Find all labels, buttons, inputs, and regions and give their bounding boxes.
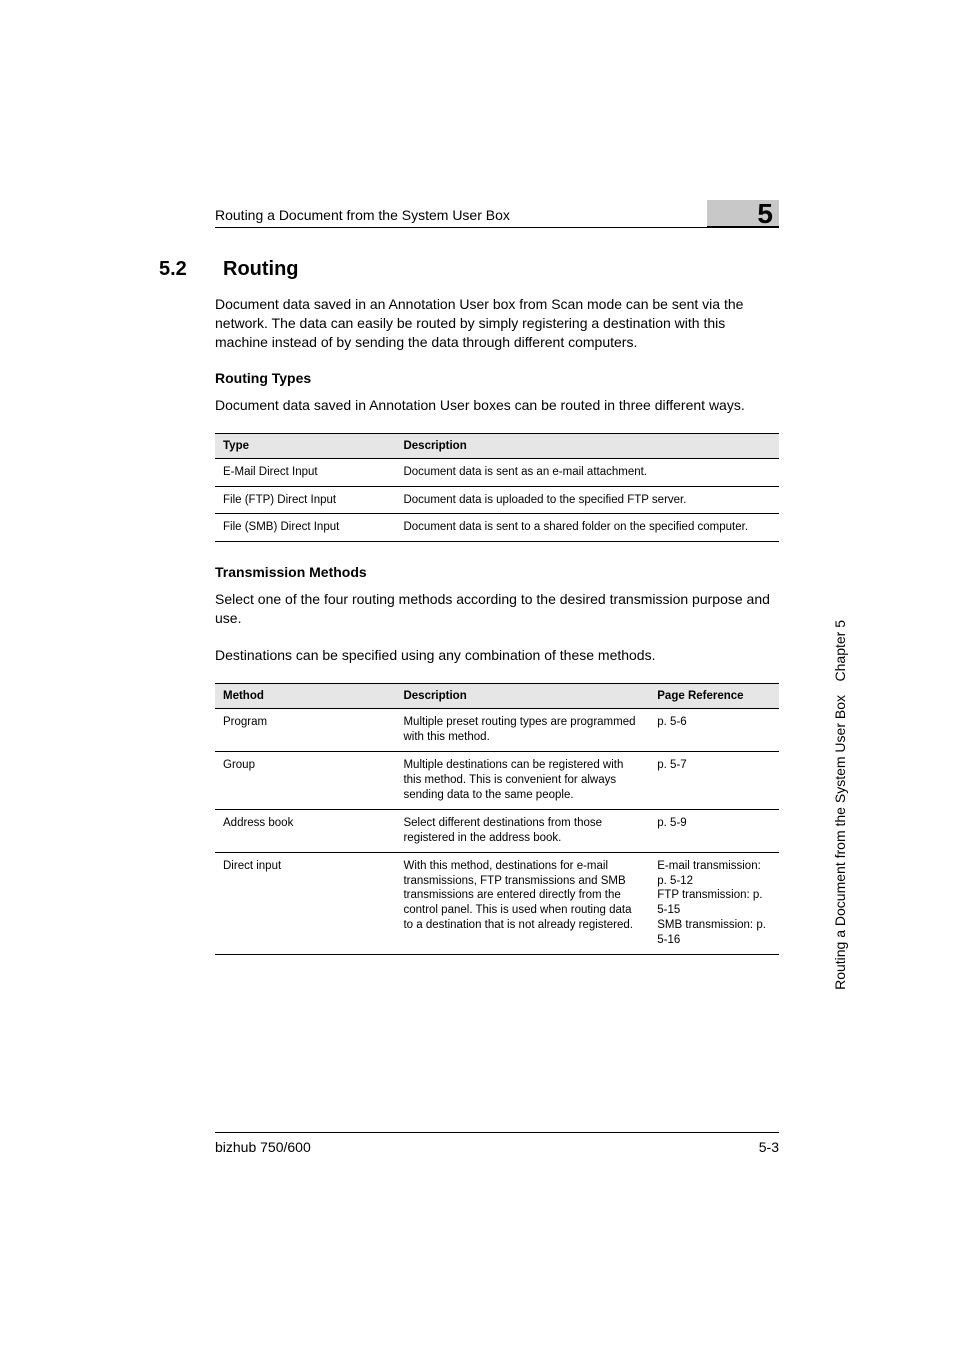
transmission-methods-table: Method Description Page Reference Progra… <box>215 683 779 955</box>
table-row: Direct input With this method, destinati… <box>215 852 779 955</box>
cell-desc: Select different destinations from those… <box>395 809 649 852</box>
routing-types-intro: Document data saved in Annotation User b… <box>215 396 779 415</box>
chapter-badge: 5 <box>707 200 779 228</box>
transmission-heading: Transmission Methods <box>215 564 779 580</box>
col-description: Description <box>395 684 649 709</box>
routing-types-table: Type Description E-Mail Direct Input Doc… <box>215 433 779 543</box>
cell-desc: With this method, destinations for e-mai… <box>395 852 649 955</box>
table-row: Group Multiple destinations can be regis… <box>215 751 779 809</box>
sidebar-long-label: Routing a Document from the System User … <box>832 695 848 990</box>
cell-desc: Document data is sent to a shared folder… <box>395 514 779 542</box>
cell-method: Direct input <box>215 852 395 955</box>
table-row: E-Mail Direct Input Document data is sen… <box>215 458 779 486</box>
cell-method: Program <box>215 709 395 752</box>
cell-desc: Multiple preset routing types are progra… <box>395 709 649 752</box>
cell-ref: E-mail transmission: p. 5-12 FTP transmi… <box>649 852 779 955</box>
running-header-text: Routing a Document from the System User … <box>215 207 510 223</box>
cell-method: Group <box>215 751 395 809</box>
col-method: Method <box>215 684 395 709</box>
cell-ref: p. 5-9 <box>649 809 779 852</box>
cell-ref: p. 5-6 <box>649 709 779 752</box>
footer-left: bizhub 750/600 <box>215 1139 311 1155</box>
sidebar-chapter-label: Chapter 5 <box>832 620 848 681</box>
table-header-row: Method Description Page Reference <box>215 684 779 709</box>
table-row: File (FTP) Direct Input Document data is… <box>215 486 779 514</box>
col-type: Type <box>215 433 395 458</box>
table-row: File (SMB) Direct Input Document data is… <box>215 514 779 542</box>
page-content: Routing a Document from the System User … <box>0 0 954 955</box>
cell-method: Address book <box>215 809 395 852</box>
transmission-intro1: Select one of the four routing methods a… <box>215 590 779 628</box>
footer-right: 5-3 <box>759 1139 779 1155</box>
table-row: Address book Select different destinatio… <box>215 809 779 852</box>
cell-desc: Document data is uploaded to the specifi… <box>395 486 779 514</box>
section-heading: 5.2 Routing <box>215 258 779 281</box>
transmission-intro2: Destinations can be specified using any … <box>215 646 779 665</box>
section-number: 5.2 <box>159 258 199 281</box>
routing-types-heading: Routing Types <box>215 370 779 386</box>
col-page-ref: Page Reference <box>649 684 779 709</box>
section-intro: Document data saved in an Annotation Use… <box>215 295 779 352</box>
page-footer: bizhub 750/600 5-3 <box>215 1132 779 1155</box>
cell-type: File (FTP) Direct Input <box>215 486 395 514</box>
table-row: Program Multiple preset routing types ar… <box>215 709 779 752</box>
cell-type: File (SMB) Direct Input <box>215 514 395 542</box>
col-description: Description <box>395 433 779 458</box>
cell-desc: Document data is sent as an e-mail attac… <box>395 458 779 486</box>
running-header: Routing a Document from the System User … <box>215 200 779 228</box>
table-header-row: Type Description <box>215 433 779 458</box>
cell-ref: p. 5-7 <box>649 751 779 809</box>
cell-type: E-Mail Direct Input <box>215 458 395 486</box>
cell-desc: Multiple destinations can be registered … <box>395 751 649 809</box>
section-title: Routing <box>223 258 299 281</box>
